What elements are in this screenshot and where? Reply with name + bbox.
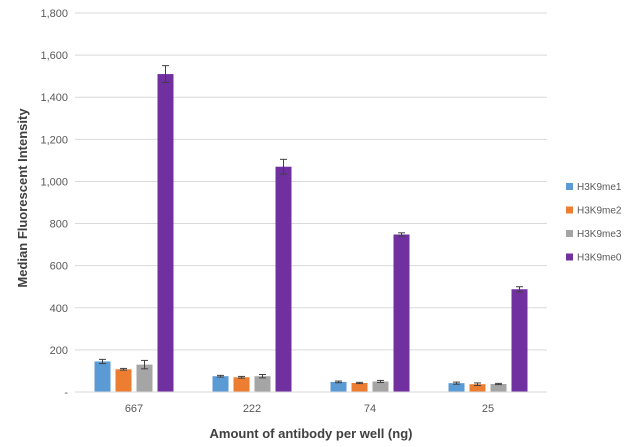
y-tick-label: 1,600 (40, 50, 68, 62)
error-bars-group (99, 65, 523, 386)
y-tick-label: 1,400 (40, 92, 68, 104)
x-tick-label: 25 (482, 403, 494, 415)
bar (212, 376, 229, 392)
y-tick-label: 200 (50, 345, 68, 357)
bar (511, 289, 528, 392)
bar (275, 166, 292, 392)
bar (115, 369, 132, 392)
bar (490, 383, 507, 392)
y-axis-title: Median Fluorescent Intensity (15, 108, 30, 288)
y-tick-label: 400 (50, 303, 68, 315)
y-tick-label: 1,000 (40, 176, 68, 188)
bar (254, 376, 271, 392)
y-tick-label: 1,800 (40, 8, 68, 20)
bar (94, 361, 111, 392)
x-axis-tick-labels: 667 222 74 25 (125, 403, 494, 415)
y-tick-label: 1,200 (40, 134, 68, 146)
bar (233, 377, 250, 392)
y-tick-label: 800 (50, 219, 68, 231)
bar (157, 74, 174, 393)
legend-label: H3K9me0 (577, 253, 622, 264)
x-tick-label: 667 (125, 403, 143, 415)
legend-swatch (566, 206, 573, 214)
legend: H3K9me1 H3K9me2 H3K9me3 H3K9me0 (566, 182, 622, 264)
bars-group (94, 74, 528, 393)
legend-swatch (566, 183, 573, 190)
bar (372, 381, 389, 392)
x-tick-label: 74 (364, 403, 376, 415)
legend-label: H3K9me2 (577, 206, 622, 217)
legend-label: H3K9me3 (577, 229, 622, 240)
x-axis-title: Amount of antibody per well (ng) (210, 426, 413, 441)
y-tick-label: 600 (50, 261, 68, 273)
bar (448, 383, 465, 392)
bar (330, 381, 347, 392)
y-axis-tick-labels: - 200 400 600 800 1,000 1,200 1,400 1,600 1,800 (40, 8, 68, 399)
bar (393, 234, 410, 392)
gridlines (75, 12, 547, 351)
bar (136, 364, 153, 392)
legend-swatch (566, 230, 573, 237)
legend-swatch (566, 253, 573, 261)
bar (351, 382, 368, 392)
bar (469, 384, 486, 392)
y-tick-label: - (64, 387, 68, 399)
legend-label: H3K9me1 (577, 182, 622, 193)
x-tick-label: 222 (243, 403, 261, 415)
